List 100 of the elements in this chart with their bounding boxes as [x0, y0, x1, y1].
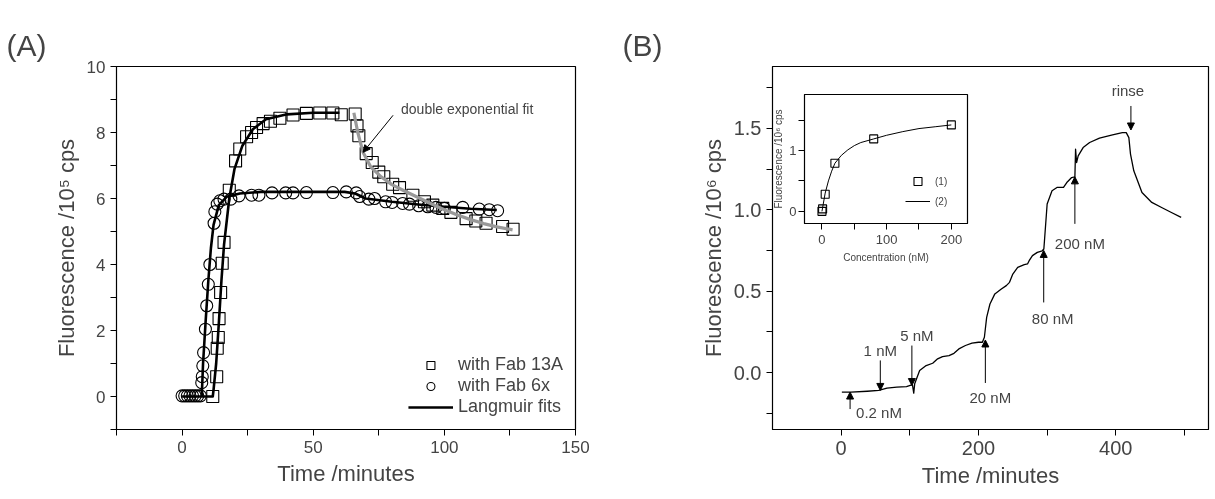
point [313, 106, 327, 120]
point [326, 186, 340, 200]
x-tick-label: 100 [430, 437, 459, 457]
x-tick-label: 0 [835, 436, 847, 459]
y-tick-label: 0.5 [733, 280, 762, 303]
annotation: 20 nM [969, 389, 1012, 407]
y-tick-label: 6 [96, 189, 106, 209]
point [207, 216, 221, 230]
point [201, 277, 215, 291]
point [349, 186, 363, 200]
point [245, 188, 259, 202]
x-axis-title: Time /minutes [277, 460, 415, 486]
y-axis-title: Fluorescence /10⁶ cps [773, 109, 785, 209]
point [385, 195, 399, 209]
point [459, 212, 473, 226]
point [210, 370, 224, 384]
point [402, 197, 417, 211]
point [215, 256, 229, 270]
point [820, 189, 830, 199]
point [208, 205, 222, 219]
annotation: 80 nM [1031, 309, 1074, 327]
point [359, 147, 373, 161]
point [479, 216, 493, 230]
point [229, 154, 243, 168]
point [417, 195, 431, 209]
y-tick-label: 1.0 [733, 198, 762, 221]
point [469, 214, 483, 228]
point [339, 185, 353, 199]
y-tick-label: 8 [96, 123, 106, 143]
point [456, 200, 470, 214]
legend-label: (2) [935, 195, 949, 207]
point [392, 181, 407, 195]
point [200, 299, 214, 313]
point [368, 191, 382, 206]
point [353, 189, 367, 204]
point [256, 117, 270, 131]
point [946, 120, 956, 130]
point [377, 170, 391, 184]
point [196, 359, 210, 373]
x-axis-title: Time /minutes [921, 462, 1060, 488]
point [222, 183, 236, 197]
point [365, 155, 379, 170]
point [326, 106, 340, 120]
point [334, 108, 348, 122]
annotation: rinse [1111, 82, 1145, 100]
point [421, 200, 435, 214]
point [210, 341, 224, 355]
point [212, 312, 226, 326]
y-axis-title: Fluorescence /10⁵ cps [53, 138, 79, 358]
point [491, 204, 505, 218]
y-axis-title: Fluorescence /10⁶ cps [700, 138, 726, 358]
y-tick-label: 1 [789, 142, 797, 158]
point [869, 134, 879, 144]
point [263, 114, 278, 128]
point [198, 322, 212, 336]
y-tick-label: 1.5 [733, 117, 762, 140]
point [299, 186, 313, 200]
x-tick-label: 100 [875, 231, 898, 247]
point [214, 286, 228, 300]
point [206, 389, 220, 404]
point [252, 188, 266, 202]
point [362, 192, 376, 206]
y-tick-label: 10 [86, 57, 106, 77]
point [350, 119, 364, 133]
legend-label: (1) [935, 175, 949, 187]
point [830, 158, 840, 168]
x-tick-label: 150 [561, 437, 590, 457]
chart-title: (B) [622, 28, 663, 62]
x-tick-label: 200 [940, 231, 963, 247]
point [348, 107, 362, 121]
point [496, 220, 510, 234]
annotation: 0.2 nM [856, 403, 902, 421]
point [197, 346, 211, 360]
point [299, 106, 313, 120]
point [232, 189, 246, 203]
x-tick-label: 0 [818, 231, 826, 247]
x-tick-label: 0 [177, 437, 187, 457]
point [245, 125, 259, 140]
point [396, 196, 410, 210]
point [386, 177, 400, 191]
annotation: 5 nM [900, 327, 934, 345]
y-tick-label: 0 [96, 387, 106, 407]
point [472, 202, 486, 216]
point [195, 370, 209, 384]
point [279, 186, 293, 200]
annotation: 1 nM [863, 341, 897, 359]
x-tick-label: 50 [303, 437, 323, 457]
point [372, 165, 386, 179]
point [506, 222, 520, 236]
chart-title: (A) [6, 28, 47, 62]
annotation: 200 nM [1054, 235, 1105, 253]
legend-label: with Fab 13A [457, 354, 563, 375]
point [203, 257, 217, 272]
x-tick-label: 200 [961, 436, 996, 459]
point [217, 235, 231, 249]
point [412, 199, 426, 213]
point [379, 195, 393, 209]
legend-label: Langmuir fits [457, 396, 561, 417]
point [273, 111, 287, 125]
point [217, 192, 231, 206]
